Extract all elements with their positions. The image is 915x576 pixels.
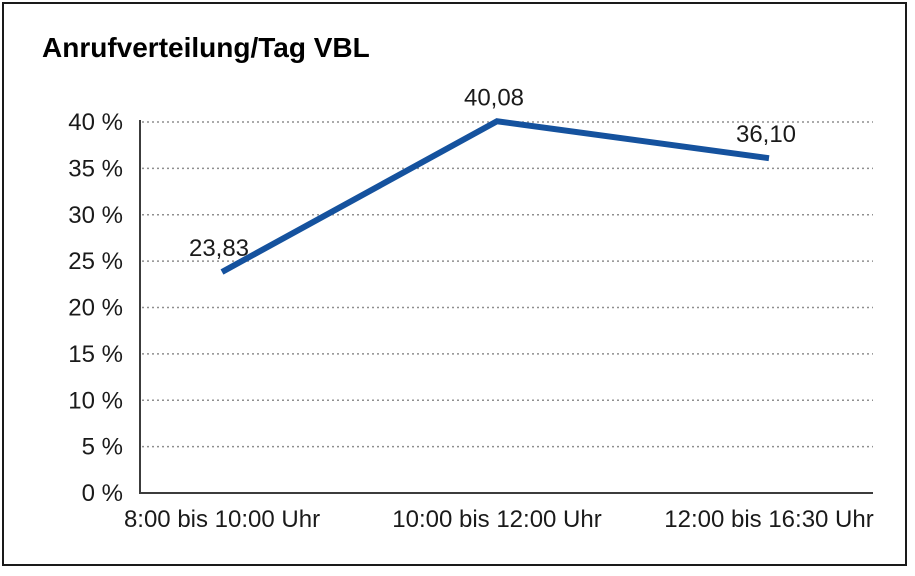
x-axis-category-label: 8:00 bis 10:00 Uhr (124, 506, 320, 533)
x-axis-category-label: 10:00 bis 12:00 Uhr (392, 506, 601, 533)
y-axis-tick-label: 35 % (68, 155, 123, 182)
chart-title: Anrufverteilung/Tag VBL (42, 32, 370, 63)
y-axis-tick-label: 0 % (82, 480, 123, 507)
y-axis-tick-label: 30 % (68, 202, 123, 229)
y-axis-tick-label: 40 % (68, 109, 123, 136)
y-axis-tick-label: 20 % (68, 295, 123, 322)
x-axis-category-label: 12:00 bis 16:30 Uhr (664, 506, 873, 533)
data-point-label: 23,83 (189, 235, 249, 262)
chart-frame: Anrufverteilung/Tag VBL (2, 2, 907, 566)
y-axis-tick-label: 5 % (82, 434, 123, 461)
data-series-line (220, 118, 770, 275)
y-axis-tick-label: 15 % (68, 341, 123, 368)
y-axis-tick-label: 10 % (68, 387, 123, 414)
data-point-label: 36,10 (736, 121, 796, 148)
y-axis-tick-label: 25 % (68, 248, 123, 275)
data-point-label: 40,08 (464, 84, 524, 111)
